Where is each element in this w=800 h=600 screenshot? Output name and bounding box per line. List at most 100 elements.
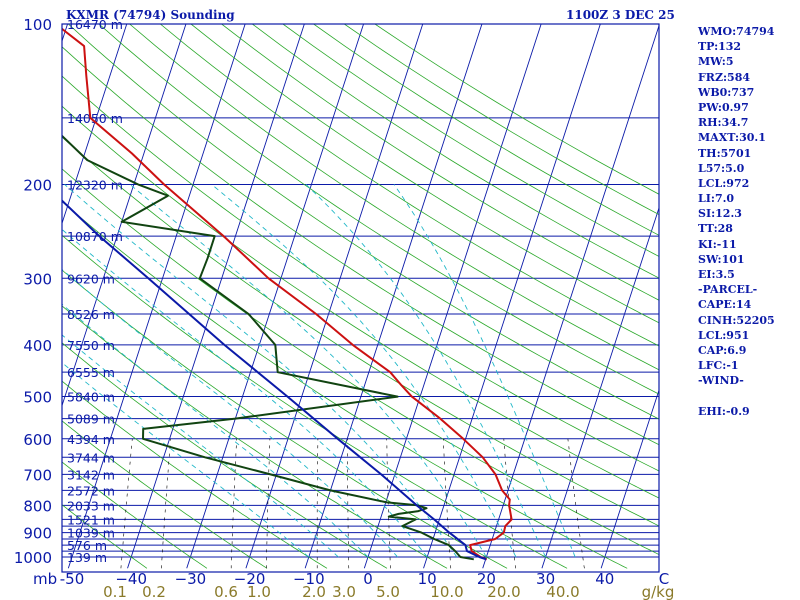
isotherm--20 xyxy=(245,24,424,569)
pressure-label-1000: 1000 xyxy=(14,549,52,567)
moist-adiabat-20 xyxy=(129,184,487,558)
dry-adiabat-170 xyxy=(282,24,659,257)
index-18: CAPE:14 xyxy=(698,298,752,312)
dry-adiabat-160 xyxy=(251,24,659,279)
index-2: MW:5 xyxy=(698,55,734,69)
isotherm-20 xyxy=(482,24,659,569)
dry-adiabat-0 xyxy=(62,342,388,569)
mixing-ratio-0.6 xyxy=(230,438,237,569)
pressure-label-300: 300 xyxy=(23,270,52,288)
height-label-12: 3142 m xyxy=(67,467,115,482)
mixing-ratio-2 xyxy=(316,438,319,569)
moist-adiabat-5 xyxy=(62,268,398,558)
mixing-ratio-label-8: 20.0 xyxy=(487,583,520,600)
height-label-5: 8526 m xyxy=(67,307,115,322)
dry-adiabat-120 xyxy=(128,24,659,371)
height-label-6: 7550 m xyxy=(67,338,115,353)
temp-label-6: 10 xyxy=(418,570,437,588)
dewpoint-line xyxy=(62,134,474,561)
index-20: LCL:951 xyxy=(698,328,750,342)
index-21: CAP:6.9 xyxy=(698,343,747,357)
isotherm--90 xyxy=(0,0,16,568)
moist-adiabat-15 xyxy=(64,184,458,558)
index-23: -WIND- xyxy=(698,374,744,388)
dry-adiabat--40 xyxy=(62,504,148,569)
mixing-ratio-label-4: 2.0 xyxy=(302,583,326,600)
moist-adiabat-25 xyxy=(211,184,517,558)
moist-adiabat-35 xyxy=(393,184,576,558)
index-12: SI:12.3 xyxy=(698,207,742,221)
temp-label-3: −20 xyxy=(234,570,266,588)
index-0: WMO:74794 xyxy=(698,25,775,38)
height-label-13: 2572 m xyxy=(67,483,115,498)
dry-adiabat-50 xyxy=(62,168,659,555)
temp-label-1: −40 xyxy=(115,570,147,588)
parcel-line xyxy=(62,199,487,561)
dry-adiabat-70 xyxy=(62,105,659,499)
station-title: KXMR (74794) Sounding xyxy=(66,8,235,22)
dry-adiabat-140 xyxy=(190,24,659,324)
mixing-ratio-40 xyxy=(567,438,585,569)
dry-adiabat-10 xyxy=(62,305,448,569)
pressure-label-600: 600 xyxy=(23,431,52,449)
mixing-ratio-label-5: 3.0 xyxy=(332,583,356,600)
dry-adiabat-150 xyxy=(220,24,659,301)
index-14: KI:-11 xyxy=(698,237,737,251)
moist-adiabat-30 xyxy=(305,184,547,558)
index-16: EI:3.5 xyxy=(698,268,735,281)
index-9: L57:5.0 xyxy=(698,161,745,175)
temp-label-8: 30 xyxy=(536,570,555,588)
index-6: RH:34.7 xyxy=(698,116,749,130)
height-label-18: 139 m xyxy=(67,550,107,565)
pressure-label-400: 400 xyxy=(23,337,52,355)
index-25: EHI:-0.9 xyxy=(698,404,750,418)
dry-adiabat--10 xyxy=(62,380,328,569)
dry-adiabat-40 xyxy=(62,201,628,569)
index-17: -PARCEL- xyxy=(698,283,758,297)
isotherm-10 xyxy=(423,24,601,569)
dry-adiabat-60 xyxy=(62,136,659,527)
height-label-8: 5840 m xyxy=(67,390,115,405)
index-11: LI:7.0 xyxy=(698,192,735,206)
pressure-label-700: 700 xyxy=(23,466,52,484)
mixing-ratio-label-6: 5.0 xyxy=(376,583,400,600)
height-label-15: 1521 m xyxy=(67,512,115,527)
height-label-10: 4394 m xyxy=(67,432,115,447)
temp-label-2: −30 xyxy=(175,570,207,588)
index-3: FRZ:584 xyxy=(698,70,751,84)
mixing-ratio-3 xyxy=(347,438,350,569)
dry-adiabat-30 xyxy=(62,234,568,569)
mixing-ratio-5 xyxy=(386,438,391,569)
dry-adiabat--20 xyxy=(62,420,268,569)
isotherm-30 xyxy=(541,206,659,569)
index-22: LFC:-1 xyxy=(698,359,739,373)
dry-adiabat-100 xyxy=(67,24,659,420)
mixing-ratio-1 xyxy=(266,438,271,569)
isotherm--70 xyxy=(62,24,128,225)
dry-adiabat-110 xyxy=(98,24,659,395)
pressure-label-200: 200 xyxy=(23,176,52,194)
dry-adiabat--30 xyxy=(62,461,208,569)
index-7: MAXT:30.1 xyxy=(698,131,766,145)
index-10: LCL:972 xyxy=(698,176,750,190)
plot-frame xyxy=(61,23,660,573)
temp-label-9: 40 xyxy=(595,570,614,588)
dry-adiabat-80 xyxy=(62,75,659,472)
mixing-ratio-label-1: 0.2 xyxy=(142,583,166,600)
temp-label-5: 0 xyxy=(363,570,373,588)
isotherm--10 xyxy=(304,24,483,569)
height-label-11: 3744 m xyxy=(67,450,115,465)
height-label-2: 12320 m xyxy=(67,177,123,192)
mixing-ratio-0.1 xyxy=(120,438,133,569)
mixing-ratio-label-7: 10.0 xyxy=(430,583,463,600)
isotherm--60 xyxy=(62,24,187,407)
dry-adiabat-90 xyxy=(62,46,659,446)
isotherm--30 xyxy=(186,24,365,569)
mixing-ratio-label-10: g/kg xyxy=(642,583,675,600)
height-label-17: 576 m xyxy=(67,538,107,553)
height-label-9: 5089 m xyxy=(67,412,115,427)
index-1: TP:132 xyxy=(698,40,742,54)
indices-panel: WMO:74794 TP:132 MW:5 FRZ:584 WB0:737 PW:0.97… xyxy=(698,24,798,419)
temp-label-7: 20 xyxy=(477,570,496,588)
